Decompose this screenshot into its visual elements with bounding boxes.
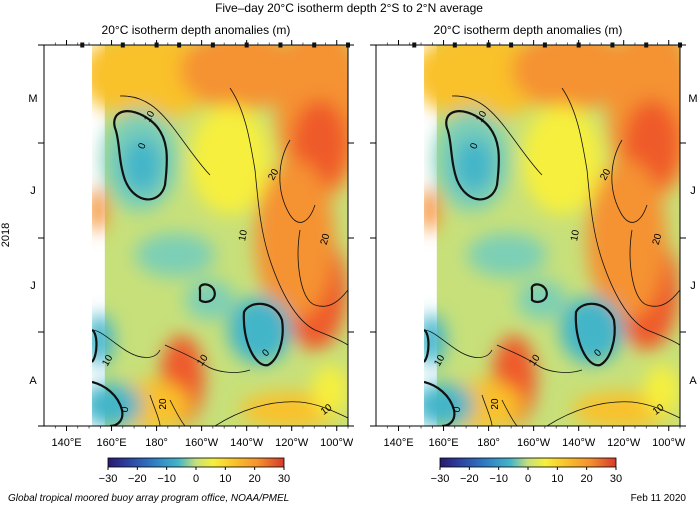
y-tick-label: J xyxy=(690,185,696,197)
colorbar-tick-label: 0 xyxy=(193,473,199,485)
y-tick-label: A xyxy=(689,375,697,387)
colorbar-tick-label: −20 xyxy=(460,473,479,485)
x-tick-label: 160°E xyxy=(429,437,459,449)
y-tick-label: J xyxy=(690,280,696,292)
contour-label: 10 xyxy=(142,109,157,125)
colorbar-tick-label: 20 xyxy=(581,473,593,485)
y-tick-label: J xyxy=(30,280,36,292)
buoy-marker xyxy=(452,42,457,48)
buoy-marker xyxy=(210,42,215,48)
buoy-marker xyxy=(177,42,182,48)
colorbar-tick-label: 10 xyxy=(219,473,231,485)
buoy-marker xyxy=(412,42,417,48)
x-tick-label: 140°E xyxy=(51,437,81,449)
x-tick-label: 160°E xyxy=(97,437,127,449)
colorbar-tick-label: 0 xyxy=(525,473,531,485)
buoy-marker xyxy=(542,42,547,48)
anomaly-field xyxy=(92,45,348,426)
buoy-marker xyxy=(120,42,125,48)
contour-lines xyxy=(424,87,680,426)
x-tick-label: 180° xyxy=(145,437,168,449)
colorbar-tick-label: 30 xyxy=(610,473,622,485)
colorbar-tick-label: −20 xyxy=(128,473,147,485)
anomaly-field xyxy=(424,45,680,426)
contour-label: 10 xyxy=(569,229,582,242)
x-tick-label: 120°W xyxy=(607,437,641,449)
buoy-marker xyxy=(610,42,615,48)
y-tick-label: M xyxy=(28,93,37,105)
heatmap-panel-left: 20°C isotherm depth anomalies (m) 10 0 20 10… xyxy=(28,23,354,485)
buoy-marker xyxy=(312,42,317,48)
x-tick-label: 140°W xyxy=(562,437,596,449)
colorbar xyxy=(107,457,285,468)
plot-frame xyxy=(375,44,681,427)
contour-label: 0 xyxy=(452,405,464,413)
contour-label: 20 xyxy=(266,167,281,183)
buoy-marker xyxy=(509,42,514,48)
buoy-marker xyxy=(278,42,283,48)
colorbar-tick-label: 30 xyxy=(278,473,290,485)
x-tick-label: 100°W xyxy=(652,437,686,449)
contour-label: 10 xyxy=(432,353,447,369)
y-tick-label: M xyxy=(688,93,697,105)
x-tick-label: 160°W xyxy=(185,437,219,449)
panel-title: 20°C isotherm depth anomalies (m) xyxy=(434,23,623,37)
panel-title: 20°C isotherm depth anomalies (m) xyxy=(102,23,291,37)
contour-label: 20 xyxy=(158,398,169,410)
main-title: Five–day 20°C isotherm depth 2°S to 2°N … xyxy=(215,1,483,15)
colorbar-tick-label: −10 xyxy=(157,473,176,485)
x-tick-label: 180° xyxy=(477,437,500,449)
buoy-marker xyxy=(80,42,85,48)
y-tick-label: J xyxy=(30,185,36,197)
year-label: 2018 xyxy=(0,223,12,247)
x-tick-label: 140°W xyxy=(230,437,264,449)
x-tick-label: 140°E xyxy=(383,437,413,449)
credit-text: Global tropical moored buoy array progra… xyxy=(8,493,290,504)
plot-frame xyxy=(43,44,349,427)
colorbar-tick-label: −10 xyxy=(489,473,508,485)
contour-label: 20 xyxy=(651,232,665,246)
date-text: Feb 11 2020 xyxy=(630,493,686,504)
contour-lines xyxy=(92,87,348,426)
contour-label: 10 xyxy=(474,109,489,125)
contour-label: 20 xyxy=(598,167,613,183)
colorbar-tick-label: −30 xyxy=(99,473,118,485)
buoy-marker xyxy=(244,42,249,48)
y-tick-label: A xyxy=(29,375,37,387)
contour-label: 20 xyxy=(319,232,333,246)
x-tick-label: 120°W xyxy=(275,437,309,449)
buoy-marker xyxy=(154,42,159,48)
contour-label: 10 xyxy=(237,229,250,242)
buoy-marker xyxy=(644,42,649,48)
buoy-marker xyxy=(486,42,491,48)
contour-label: 10 xyxy=(100,353,115,369)
contour-label: 20 xyxy=(490,398,501,410)
colorbar-tick-label: 10 xyxy=(551,473,563,485)
colorbar-tick-label: −30 xyxy=(431,473,450,485)
heatmap-panel-right: 20°C isotherm depth anomalies (m) 10 0 20 10… xyxy=(370,23,698,485)
colorbar xyxy=(439,457,617,468)
x-tick-label: 160°W xyxy=(517,437,551,449)
x-tick-label: 100°W xyxy=(320,437,354,449)
buoy-marker xyxy=(576,42,581,48)
contour-label: 0 xyxy=(120,405,132,413)
colorbar-tick-label: 20 xyxy=(249,473,261,485)
contour-label: 0 xyxy=(469,141,481,150)
contour-label: 0 xyxy=(137,141,149,150)
